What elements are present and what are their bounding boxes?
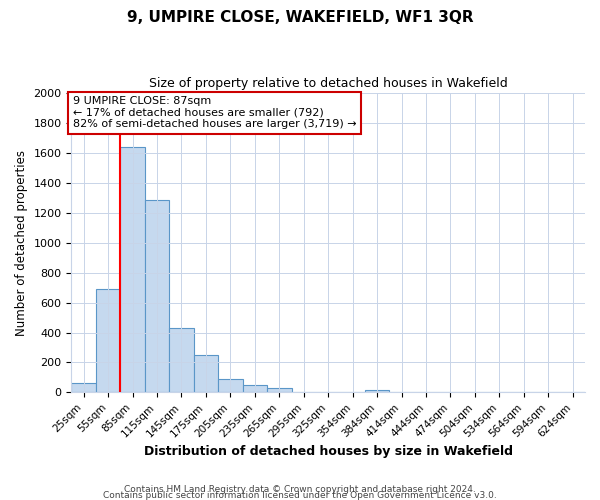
- Bar: [71, 382, 96, 392]
- Bar: [145, 200, 169, 392]
- Bar: [121, 147, 145, 392]
- Bar: [194, 355, 218, 393]
- Text: 9 UMPIRE CLOSE: 87sqm
← 17% of detached houses are smaller (792)
82% of semi-det: 9 UMPIRE CLOSE: 87sqm ← 17% of detached …: [73, 96, 356, 129]
- Bar: [242, 385, 267, 392]
- Bar: [96, 289, 121, 393]
- Bar: [267, 388, 292, 392]
- Text: Contains HM Land Registry data © Crown copyright and database right 2024.: Contains HM Land Registry data © Crown c…: [124, 484, 476, 494]
- Bar: [169, 328, 194, 392]
- Bar: [365, 390, 389, 392]
- Text: 9, UMPIRE CLOSE, WAKEFIELD, WF1 3QR: 9, UMPIRE CLOSE, WAKEFIELD, WF1 3QR: [127, 10, 473, 25]
- X-axis label: Distribution of detached houses by size in Wakefield: Distribution of detached houses by size …: [144, 444, 513, 458]
- Y-axis label: Number of detached properties: Number of detached properties: [15, 150, 28, 336]
- Bar: [218, 380, 242, 392]
- Text: Contains public sector information licensed under the Open Government Licence v3: Contains public sector information licen…: [103, 490, 497, 500]
- Title: Size of property relative to detached houses in Wakefield: Size of property relative to detached ho…: [149, 78, 508, 90]
